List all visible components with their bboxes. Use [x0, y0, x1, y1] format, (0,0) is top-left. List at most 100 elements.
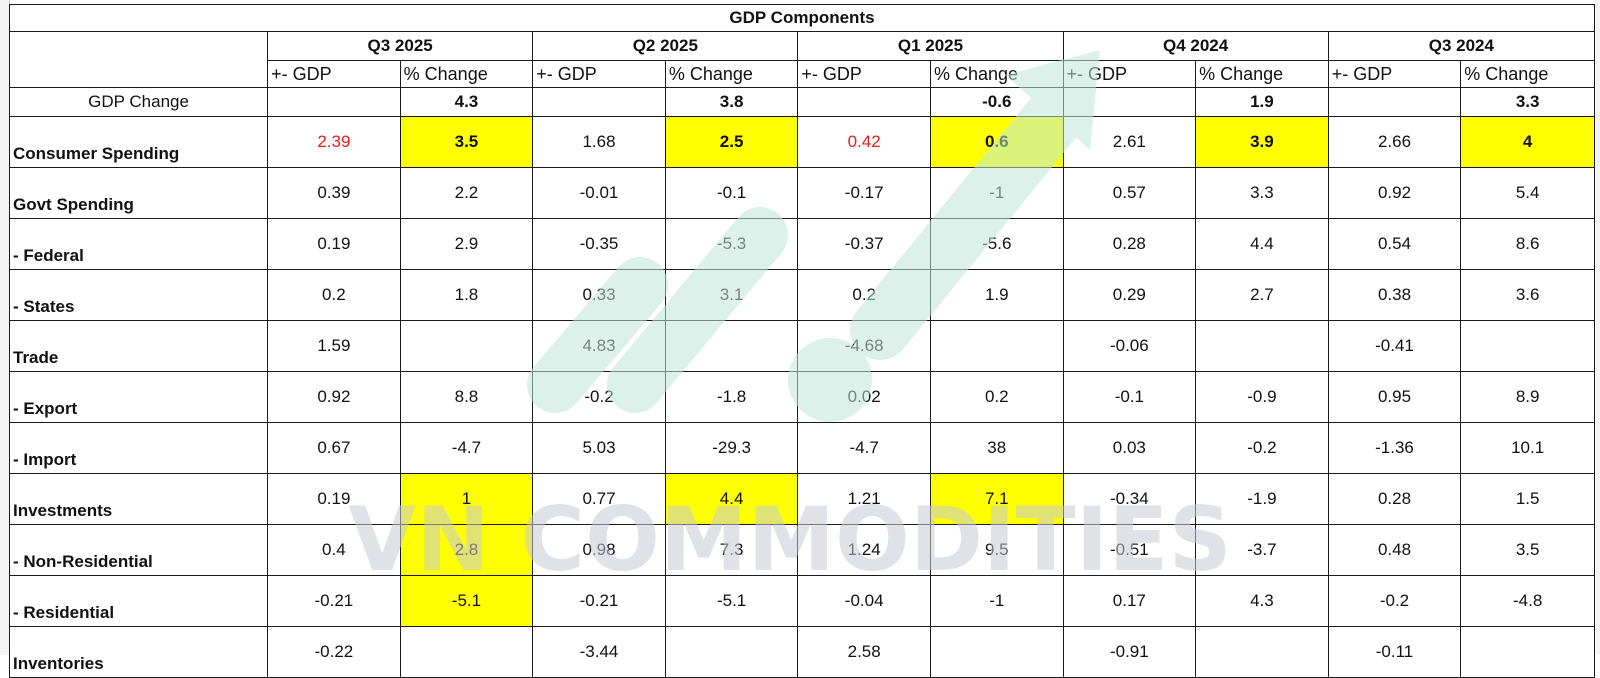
table-cell: 0.28	[1062, 218, 1197, 270]
table-cell: -0.34	[1062, 473, 1197, 525]
table-row: Investments 0.19 1 0.77 4.4 1.21 7.1 -0.…	[8, 473, 1595, 525]
table-cell	[664, 320, 799, 372]
sub-header-gdp: +- GDP	[1062, 60, 1197, 88]
column-edge-strip	[1595, 0, 1600, 655]
table-cell: 4.83	[532, 320, 666, 372]
table-cell: 0.29	[1062, 269, 1197, 321]
table-cell: 8.8	[399, 371, 534, 423]
table-row: - States 0.2 1.8 0.33 3.1 0.2 1.9 0.29 2…	[8, 269, 1595, 321]
table-cell: 0.2	[929, 371, 1064, 423]
table-cell: 2.7	[1195, 269, 1329, 321]
table-cell: 0.4	[267, 524, 401, 576]
row-label: Investments	[8, 473, 269, 525]
table-cell: 0.28	[1327, 473, 1462, 525]
table-cell: 1.8	[399, 269, 534, 321]
table-cell: -5.3	[664, 218, 799, 270]
sub-header-change: % Change	[1195, 60, 1329, 88]
table-cell: 2.66	[1327, 116, 1462, 168]
table-cell: -0.37	[797, 218, 931, 270]
table-cell: 3.3	[1195, 167, 1329, 219]
table-cell: 2.5	[664, 116, 799, 168]
table-cell: 0.19	[267, 473, 401, 525]
table-cell: -0.06	[1062, 320, 1197, 372]
sub-header-change: % Change	[664, 60, 799, 88]
table-cell: 0.02	[797, 371, 931, 423]
table-cell: 3.9	[1195, 116, 1329, 168]
table-cell: 0.77	[532, 473, 666, 525]
quarter-header: Q2 2025	[532, 31, 799, 61]
row-label: - Import	[8, 422, 269, 474]
table-cell: 3.5	[399, 116, 534, 168]
table-row: Inventories -0.22 -3.44 2.58 -0.91 -0.11	[8, 626, 1595, 678]
table-cell: -0.35	[532, 218, 666, 270]
table-cell: -4.7	[797, 422, 931, 474]
table-cell: 4.4	[1195, 218, 1329, 270]
gdp-change-value: 3.8	[664, 87, 799, 117]
table-cell: -3.44	[532, 626, 666, 678]
table-row: - Residential -0.21 -5.1 -0.21 -5.1 -0.0…	[8, 575, 1595, 627]
table-cell: 2.9	[399, 218, 534, 270]
quarter-header: Q3 2025	[267, 31, 534, 61]
table-cell: -5.1	[399, 575, 534, 627]
table-cell	[1062, 87, 1197, 117]
table-cell: 0.2	[797, 269, 931, 321]
table-cell: -1.8	[664, 371, 799, 423]
table-row: Trade 1.59 4.83 -4.68 -0.06 -0.41	[8, 320, 1595, 372]
table-cell: -3.7	[1195, 524, 1329, 576]
table-cell: -0.2	[1195, 422, 1329, 474]
table-cell: 7.3	[664, 524, 799, 576]
table-cell: -0.2	[532, 371, 666, 423]
table-cell	[399, 626, 534, 678]
table-cell: 1.9	[929, 269, 1064, 321]
table-cell: 0.98	[532, 524, 666, 576]
table-cell: 0.39	[267, 167, 401, 219]
table-cell: 5.4	[1460, 167, 1595, 219]
table-cell: -0.22	[267, 626, 401, 678]
table-cell: 1	[399, 473, 534, 525]
sub-header-gdp: +- GDP	[1327, 60, 1462, 88]
table-cell: -4.8	[1460, 575, 1595, 627]
table-row: - Import 0.67 -4.7 5.03 -29.3 -4.7 38 0.…	[8, 422, 1595, 474]
table-cell: -0.1	[1062, 371, 1197, 423]
table-cell: 0.48	[1327, 524, 1462, 576]
table-cell: 0.2	[267, 269, 401, 321]
table-cell: -0.01	[532, 167, 666, 219]
gdp-change-value: -0.6	[929, 87, 1064, 117]
table-cell	[267, 87, 401, 117]
sub-header-gdp: +- GDP	[797, 60, 931, 88]
table-cell: 1.21	[797, 473, 931, 525]
table-row: Consumer Spending 2.39 3.5 1.68 2.5 0.42…	[8, 116, 1595, 168]
sub-header-gdp: +- GDP	[267, 60, 401, 88]
table-cell: 3.1	[664, 269, 799, 321]
table-cell	[797, 87, 931, 117]
table-cell: 0.54	[1327, 218, 1462, 270]
table-cell: 2.39	[267, 116, 401, 168]
quarter-header: Q4 2024	[1062, 31, 1329, 61]
table-cell: 0.57	[1062, 167, 1197, 219]
table-cell: 0.33	[532, 269, 666, 321]
table-cell	[929, 320, 1064, 372]
table-cell: -5.6	[929, 218, 1064, 270]
quarter-header: Q1 2025	[797, 31, 1064, 61]
sub-header-change: % Change	[929, 60, 1064, 88]
table-cell: 1.5	[1460, 473, 1595, 525]
table-cell	[532, 87, 666, 117]
table-cell: 4.4	[664, 473, 799, 525]
table-cell: -29.3	[664, 422, 799, 474]
table-cell: -4.68	[797, 320, 931, 372]
table-cell	[1327, 87, 1462, 117]
table-cell: 0.92	[267, 371, 401, 423]
table-cell	[664, 626, 799, 678]
table-cell: -0.2	[1327, 575, 1462, 627]
table-cell: 0.92	[1327, 167, 1462, 219]
table-cell: 0.6	[929, 116, 1064, 168]
table-row: Govt Spending 0.39 2.2 -0.01 -0.1 -0.17 …	[8, 167, 1595, 219]
row-label: Govt Spending	[8, 167, 269, 219]
table-cell: 10.1	[1460, 422, 1595, 474]
table-cell	[929, 626, 1064, 678]
table-cell: -0.9	[1195, 371, 1329, 423]
table-cell: -0.51	[1062, 524, 1197, 576]
table-cell: 1.68	[532, 116, 666, 168]
table-cell	[1195, 626, 1329, 678]
